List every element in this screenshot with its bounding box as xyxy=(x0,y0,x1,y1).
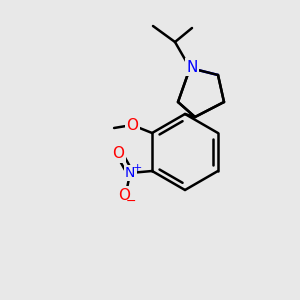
Text: +: + xyxy=(132,163,142,173)
Text: −: − xyxy=(126,194,136,208)
Text: N: N xyxy=(186,59,198,74)
Text: O: O xyxy=(112,146,124,161)
Text: O: O xyxy=(118,188,130,202)
Text: O: O xyxy=(126,118,138,133)
Text: N: N xyxy=(125,166,135,180)
